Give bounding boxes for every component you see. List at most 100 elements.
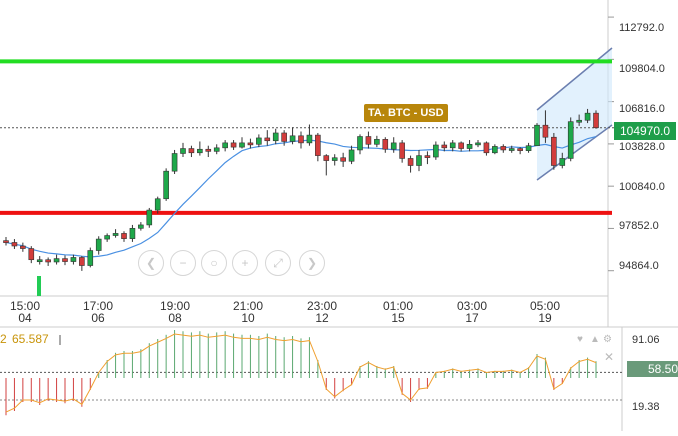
candle-body [542,124,549,138]
zoom-out-icon[interactable]: − [170,250,196,276]
candle-body [458,142,464,149]
zoom-reset-icon[interactable]: ○ [201,250,227,276]
heart-icon[interactable]: ♥ [577,334,583,345]
channel-lower-line [536,124,613,181]
osc-axis-label: 19.38 [632,401,660,413]
time-axis-label: 21:00 [232,299,264,313]
candle-body [492,146,498,154]
candle-body [28,248,35,261]
chevron-left-icon[interactable]: ❮ [138,250,164,276]
candle-body [593,112,599,129]
candle-body [323,155,330,161]
price-axis-label: 100840.0 [619,181,665,193]
price-axis-label: 109804.0 [619,63,665,75]
candle-body [87,250,94,266]
candle-body [230,142,237,148]
candle-body [576,119,582,123]
candle-body [112,233,119,236]
candle-body [584,112,591,121]
zoom-in-icon[interactable]: + [232,250,258,276]
candle-body [154,198,161,211]
candle-body [441,144,448,149]
candle-body [62,258,68,262]
candle-body [289,135,296,142]
candle-body [298,135,304,144]
close-icon[interactable]: ✕ [604,350,615,364]
candle-body [239,142,245,148]
candle-body [36,259,43,263]
date-axis-label: 15 [391,311,405,325]
oscillator-line [5,333,597,413]
candle-body [95,238,102,251]
chevron-right-icon[interactable]: ❯ [299,250,325,276]
candle-body [559,158,566,166]
gear-icon[interactable]: ⚙ [603,334,612,345]
price-axis-label: 97852.0 [619,220,659,232]
candle-body [525,145,532,151]
instrument-label[interactable]: TA. BTC - USD [364,104,448,122]
candle-body [3,240,9,243]
candle-body [315,134,321,156]
candle-body [281,132,287,142]
candle-body [104,235,110,240]
candle-body [416,155,422,166]
candle-body [121,233,127,239]
triangle-up-icon[interactable]: ▲ [590,334,600,345]
price-axis-label: 112792.0 [619,22,665,34]
candle-body [340,157,346,162]
time-axis-label: 03:00 [456,299,488,313]
candle-body [483,142,490,154]
date-axis-label: 10 [241,311,255,325]
candle-body [374,139,380,145]
candle-body [205,148,212,152]
candle-body [163,170,169,200]
candle-body [45,259,51,263]
candle-body [357,136,363,151]
candle-body [20,245,26,249]
candle-body [399,142,405,159]
candle-body [517,148,523,151]
price-axis-label: 94864.0 [619,260,659,272]
candle-body [534,124,540,147]
time-axis-label: 01:00 [382,299,414,313]
osc-axis-label: 91.06 [632,334,660,346]
candle-body [264,137,271,142]
time-axis-label: 15:00 [9,299,41,313]
fullscreen-icon[interactable]: ⤢ [265,250,291,276]
candle-body [180,148,186,154]
candle-body [466,143,473,149]
candle-body [475,142,481,146]
price-axis-label: 103828.0 [619,141,665,153]
candle-body [247,142,254,146]
candle-body [331,157,338,161]
candle-body [365,136,372,145]
candle-body [70,257,77,262]
date-axis-label: 06 [91,311,105,325]
time-axis-label: 23:00 [306,299,338,313]
candle-body [306,134,313,144]
candle-body [433,144,439,158]
candle-body [146,209,153,226]
candle-body [508,148,515,151]
channel-fill [537,48,612,180]
candle-body [222,142,228,149]
candle-body [449,142,456,149]
candle-body [500,146,507,151]
date-axis-label: 19 [538,311,552,325]
time-axis-label: 19:00 [159,299,191,313]
candle-body [11,242,18,247]
date-axis-label: 17 [465,311,479,325]
moving-average-line [5,135,597,258]
candle-body [382,139,389,150]
candle-body [256,137,262,145]
oscillator-index: 2 [0,332,7,346]
time-axis-label: 17:00 [82,299,114,313]
candle-body [407,158,414,166]
candle-body [171,153,178,172]
candle-body [424,155,431,158]
channel-upper-line [536,47,613,111]
candle-body [348,149,355,162]
candle-body [213,147,220,152]
